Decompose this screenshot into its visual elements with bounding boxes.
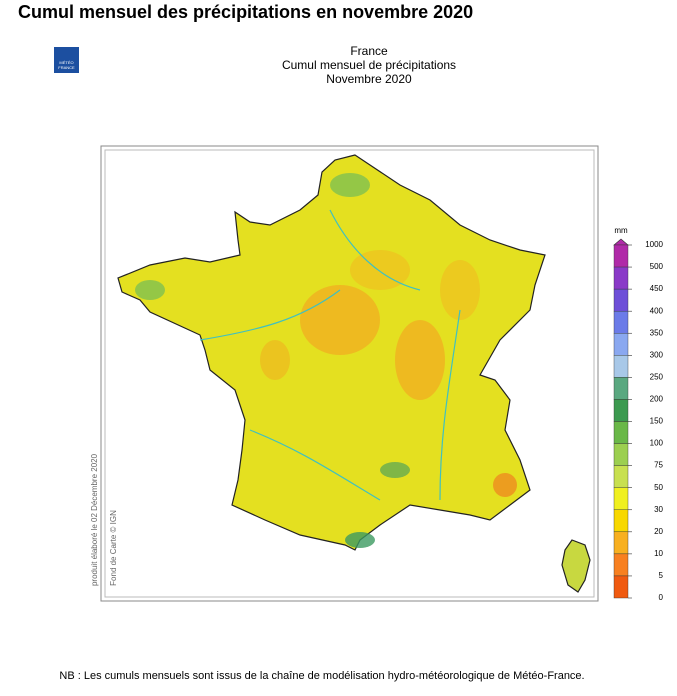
legend-swatch: [613, 553, 629, 577]
legend-swatch: [613, 310, 629, 334]
credit: produit élaboré le 02 Décembre 2020: [90, 453, 99, 586]
logo-text: FRANCE: [58, 65, 75, 70]
legend-label: 20: [654, 527, 663, 536]
zone: [345, 532, 375, 548]
zone: [300, 285, 380, 355]
legend-label: 300: [650, 350, 664, 359]
legend-swatch: [613, 421, 629, 444]
legend-label: 400: [650, 306, 664, 315]
legend: 1000500450400350300250200150100755030201…: [613, 238, 664, 602]
legend-swatch: [613, 399, 629, 422]
map-frame: [104, 149, 595, 598]
heading: Cumul mensuel des précipitations en nove…: [18, 2, 473, 22]
legend-swatch: [613, 333, 629, 356]
legend-label: 50: [654, 483, 663, 492]
legend-label: 1000: [645, 240, 663, 249]
zone: [135, 280, 165, 300]
map-title: Novembre 2020: [326, 72, 412, 86]
legend-swatch: [613, 288, 629, 312]
legend-label: 500: [650, 262, 664, 271]
corsica: [561, 539, 591, 593]
map-frame: [100, 145, 599, 602]
legend-label: 0: [659, 593, 664, 602]
map-title: Cumul mensuel de précipitations: [282, 58, 456, 72]
zone: [380, 462, 410, 478]
legend-label: 10: [654, 549, 663, 558]
zone: [493, 473, 517, 497]
zone: [260, 340, 290, 380]
credit: Fond de Carte © IGN: [109, 510, 118, 586]
legend-swatch: [613, 487, 629, 510]
zone: [440, 260, 480, 320]
legend-label: 75: [654, 461, 663, 470]
legend-label: 350: [650, 328, 664, 337]
legend-label: 200: [650, 395, 664, 404]
legend-swatch: [613, 465, 629, 488]
logo: [54, 47, 79, 73]
legend-swatch: [613, 244, 629, 268]
legend-label: 150: [650, 417, 664, 426]
legend-swatch: [613, 531, 629, 555]
legend-label: 5: [659, 571, 664, 580]
legend-unit: mm: [614, 226, 628, 235]
legend-swatch: [613, 509, 629, 533]
legend-swatch: [613, 377, 629, 400]
logo-text: MÉTÉO: [59, 60, 73, 65]
legend-swatch: [613, 575, 629, 599]
legend-label: 250: [650, 372, 664, 381]
map-title: France: [350, 44, 388, 58]
zone: [395, 320, 445, 400]
river: [199, 209, 461, 501]
legend-swatch: [613, 355, 629, 378]
legend-label: 30: [654, 505, 663, 514]
legend-label: 450: [650, 284, 664, 293]
map: [117, 154, 591, 593]
zone: [330, 173, 370, 197]
legend-swatch: [613, 266, 629, 290]
note: NB : Les cumuls mensuels sont issus de l…: [59, 670, 584, 682]
legend-swatch: [613, 443, 629, 466]
legend-label: 100: [650, 439, 664, 448]
